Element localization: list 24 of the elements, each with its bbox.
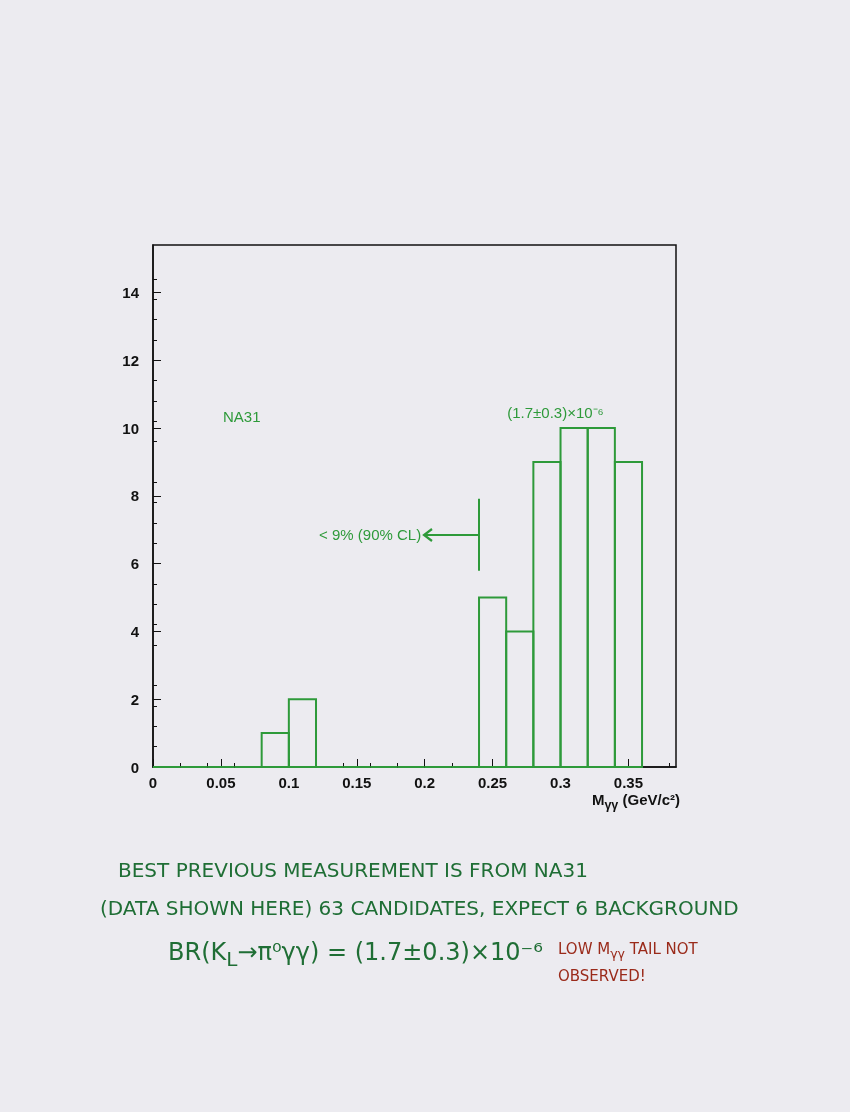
text: LOW M$_{γγ}$ TAIL NOT OBSERVED!	[558, 939, 699, 987]
text: NA31	[223, 408, 261, 425]
x-tick-label: 0	[148, 774, 158, 791]
x-tick-label: 0.2	[414, 774, 436, 791]
y-tick-label: 14	[122, 283, 140, 301]
ref-line-label: < 9% (90% CL)	[319, 526, 422, 544]
x-tick-label: 0.25	[478, 774, 508, 791]
x-tick-label: 0.35	[613, 774, 644, 791]
text: (DATA SHOWN HERE) 63 CANDIDATES, EXPECT 6 BACKGROUND	[100, 896, 739, 920]
x-axis-title: M$_{γγ}$ (GeV/c²)	[591, 791, 680, 812]
x-tick-label: 0.1	[278, 774, 300, 791]
y-tick-label: 12	[122, 351, 139, 369]
y-tick-label: 4	[130, 622, 140, 640]
y-tick-label: 8	[130, 487, 139, 505]
y-tick-label: 6	[130, 555, 139, 573]
x-tick-label: 0.05	[206, 774, 236, 791]
y-tick-label: 2	[130, 690, 139, 708]
y-tick-label: 10	[122, 419, 139, 437]
y-tick-label: 0	[130, 758, 139, 776]
annotation: (1.7±0.3)×10⁻⁶	[507, 402, 604, 422]
text: BEST PREVIOUS MEASUREMENT IS FROM NA31	[118, 858, 588, 882]
text: BR(K$_{L}$→π⁰γγ) = (1.7±0.3)×10⁻⁶	[168, 938, 543, 971]
x-tick-label: 0.3	[550, 774, 571, 791]
x-tick-label: 0.15	[342, 774, 372, 791]
